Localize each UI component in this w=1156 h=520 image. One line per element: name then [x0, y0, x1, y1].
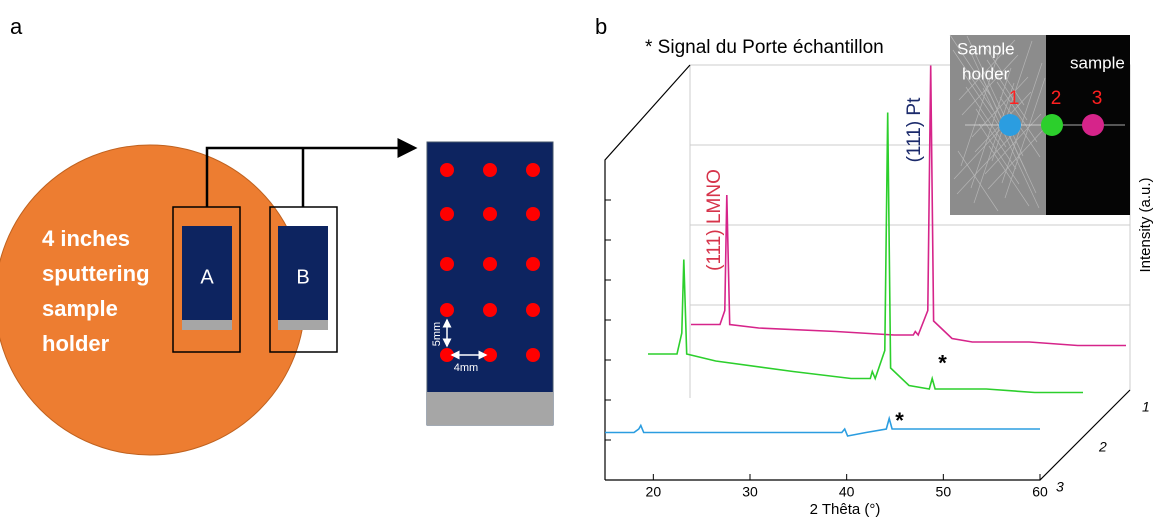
dot [483, 207, 497, 221]
dot [526, 303, 540, 317]
measurement-points [440, 163, 540, 362]
inset-label: Sample [957, 39, 1015, 58]
holder-text: 4 inches [42, 226, 130, 251]
peak-label: (111) LMNO [704, 169, 725, 271]
texture [996, 81, 1038, 143]
texture [988, 145, 1030, 207]
inset-point-label: 1 [1009, 88, 1020, 109]
dot [526, 257, 540, 271]
inset-point [999, 114, 1021, 136]
dot [483, 163, 497, 177]
chart-title: * Signal du Porte échantillon [645, 37, 884, 58]
peak-label: (111) Pt [904, 97, 925, 162]
x-tick-label: 30 [742, 484, 758, 500]
inset-label: holder [962, 64, 1010, 83]
depth-label: 2 [1098, 439, 1107, 455]
sample-zoom [426, 141, 554, 426]
texture [970, 67, 1012, 189]
dot [526, 163, 540, 177]
series-line [648, 112, 1083, 394]
dot [440, 348, 454, 362]
texture [991, 40, 1033, 162]
series-line [605, 415, 1040, 437]
inset-label: sample [1070, 53, 1125, 72]
sample [182, 226, 232, 330]
x-tick-label: 40 [839, 484, 855, 500]
dot [440, 303, 454, 317]
texture [949, 34, 991, 96]
dot [440, 207, 454, 221]
sample-label: B [296, 266, 309, 288]
texture [965, 86, 1007, 148]
inset-photo: Sample holder sample 1 2 3 [949, 34, 1130, 215]
texture [952, 49, 994, 111]
x-tick-label: 50 [936, 484, 952, 500]
sample-label: A [200, 266, 214, 288]
dot [483, 257, 497, 271]
sample [278, 226, 328, 330]
inset-point [1041, 114, 1063, 136]
dot [440, 163, 454, 177]
texture [986, 59, 1028, 121]
dim-label: 4mm [454, 362, 478, 374]
dot [440, 257, 454, 271]
inset-point-label: 3 [1092, 88, 1103, 109]
texture [961, 54, 1019, 116]
panel-label: a [10, 14, 23, 39]
x-tick-label: 20 [646, 484, 662, 500]
holder-text: holder [42, 331, 110, 356]
texture [966, 35, 1024, 157]
connector [205, 138, 418, 207]
texture [983, 44, 1025, 106]
texture [962, 71, 1004, 133]
holder-marker: * [895, 408, 904, 433]
texture [1001, 62, 1043, 184]
series-line [691, 65, 1126, 347]
panel-label: b [595, 14, 607, 39]
panel-a: a 4 inches sputtering sample holder A B … [0, 14, 554, 456]
texture [969, 50, 1027, 172]
texture [956, 133, 1014, 195]
sample-base [278, 320, 328, 330]
inset-point [1082, 114, 1104, 136]
texture [973, 82, 1015, 204]
axis-ticks [605, 199, 611, 441]
texture [1004, 77, 1046, 199]
depth-label: 1 [1142, 399, 1150, 415]
x-tick-label: 60 [1032, 484, 1048, 500]
depth-label: 3 [1056, 479, 1064, 495]
texture [978, 123, 1020, 185]
y-axis-label: Intensity (a.u.) [1137, 177, 1154, 272]
texture [960, 45, 1002, 167]
x-axis-label: 2 Thêta (°) [810, 501, 881, 518]
dot [526, 207, 540, 221]
holder-text: sputtering [42, 261, 150, 286]
texture [975, 108, 1017, 170]
texture [982, 87, 1040, 209]
sample-zoom-base [427, 392, 553, 425]
holder-text: sample [42, 296, 118, 321]
dot [483, 303, 497, 317]
texture [957, 150, 999, 212]
inset-point-label: 2 [1051, 88, 1062, 109]
dim-label: 5mm [431, 322, 443, 346]
sample-base [182, 320, 232, 330]
holder-marker: * [938, 350, 947, 375]
dot [526, 348, 540, 362]
